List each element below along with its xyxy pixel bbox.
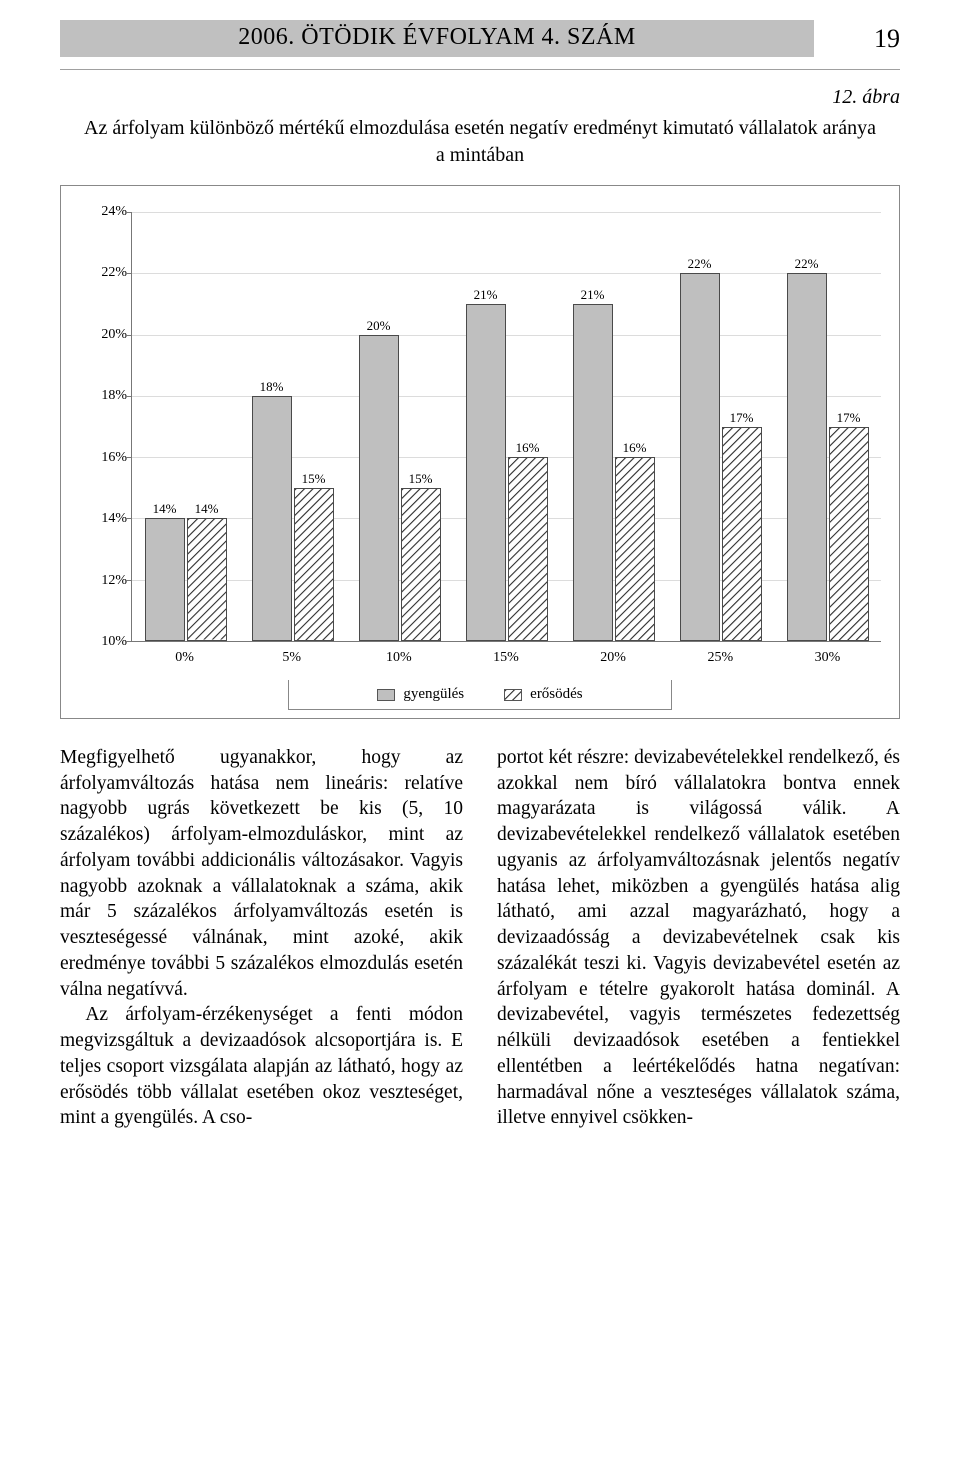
legend-label: erősödés bbox=[530, 686, 583, 703]
bar-value-label: 15% bbox=[302, 471, 326, 487]
bar-erosodes: 17% bbox=[722, 427, 762, 642]
body-col-left: Megfigyelhető ugyanakkor, hogy az árfoly… bbox=[60, 745, 463, 1131]
legend-swatch-hatch bbox=[504, 689, 522, 701]
bar-gyengules: 20% bbox=[359, 335, 399, 641]
x-tick-label: 10% bbox=[345, 646, 452, 666]
plot-area: 14%14%18%15%20%15%21%16%21%16%22%17%22%1… bbox=[131, 212, 881, 642]
bar-group: 20%15% bbox=[346, 212, 453, 641]
bar-group: 14%14% bbox=[132, 212, 239, 641]
paragraph: Megfigyelhető ugyanakkor, hogy az árfoly… bbox=[60, 745, 463, 1002]
bar-gyengules: 22% bbox=[680, 273, 720, 641]
bar-erosodes: 15% bbox=[401, 488, 441, 641]
page-header: 2006. ÖTÖDIK ÉVFOLYAM 4. SZÁM 19 bbox=[60, 20, 900, 57]
y-tick-label: 24% bbox=[101, 204, 127, 220]
bar-group: 22%17% bbox=[667, 212, 774, 641]
bar-value-label: 17% bbox=[837, 410, 861, 426]
bar-erosodes: 16% bbox=[615, 457, 655, 641]
bar-value-label: 18% bbox=[260, 379, 284, 395]
bar-gyengules: 18% bbox=[252, 396, 292, 641]
bar-value-label: 21% bbox=[474, 287, 498, 303]
bar-value-label: 14% bbox=[153, 501, 177, 517]
bar-value-label: 16% bbox=[516, 440, 540, 456]
bar-group: 18%15% bbox=[239, 212, 346, 641]
bar-value-label: 21% bbox=[581, 287, 605, 303]
x-tick-label: 20% bbox=[560, 646, 667, 666]
y-tick bbox=[126, 641, 132, 642]
bar-group: 21%16% bbox=[560, 212, 667, 641]
bar-group: 22%17% bbox=[774, 212, 881, 641]
legend-label: gyengülés bbox=[403, 686, 464, 703]
figure-number: 12. ábra bbox=[60, 86, 900, 109]
x-tick-label: 5% bbox=[238, 646, 345, 666]
bar-erosodes: 16% bbox=[508, 457, 548, 641]
bar-value-label: 14% bbox=[195, 501, 219, 517]
bar-erosodes: 15% bbox=[294, 488, 334, 641]
legend-item-gyengules: gyengülés bbox=[377, 686, 464, 703]
page-number: 19 bbox=[830, 24, 900, 54]
bar-value-label: 20% bbox=[367, 318, 391, 334]
bar-erosodes: 17% bbox=[829, 427, 869, 642]
header-rule bbox=[60, 69, 900, 70]
y-tick-label: 10% bbox=[101, 634, 127, 650]
x-tick-label: 25% bbox=[667, 646, 774, 666]
x-tick-label: 30% bbox=[774, 646, 881, 666]
chart-legend: gyengülés erősödés bbox=[288, 680, 673, 710]
bar-value-label: 22% bbox=[795, 256, 819, 272]
bar-value-label: 22% bbox=[688, 256, 712, 272]
bar-gyengules: 22% bbox=[787, 273, 827, 641]
bar-value-label: 16% bbox=[623, 440, 647, 456]
y-tick-label: 18% bbox=[101, 388, 127, 404]
x-axis: 0%5%10%15%20%25%30% bbox=[131, 646, 881, 666]
bar-erosodes: 14% bbox=[187, 518, 227, 641]
y-tick-label: 22% bbox=[101, 265, 127, 281]
body-text: Megfigyelhető ugyanakkor, hogy az árfoly… bbox=[60, 745, 900, 1131]
x-tick-label: 15% bbox=[452, 646, 559, 666]
y-tick-label: 14% bbox=[101, 511, 127, 527]
x-tick-label: 0% bbox=[131, 646, 238, 666]
y-tick-label: 16% bbox=[101, 450, 127, 466]
bar-gyengules: 14% bbox=[145, 518, 185, 641]
bar-value-label: 15% bbox=[409, 471, 433, 487]
figure-title: Az árfolyam különböző mértékű elmozdulás… bbox=[78, 115, 882, 169]
y-tick-label: 20% bbox=[101, 327, 127, 343]
bar-gyengules: 21% bbox=[466, 304, 506, 641]
paragraph: portot két részre: devizabevételekkel re… bbox=[497, 745, 900, 1131]
bar-value-label: 17% bbox=[730, 410, 754, 426]
paragraph: Az árfolyam-érzékenységet a fenti módon … bbox=[60, 1002, 463, 1131]
legend-swatch-solid bbox=[377, 689, 395, 701]
bar-group: 21%16% bbox=[453, 212, 560, 641]
body-col-right: portot két részre: devizabevételekkel re… bbox=[497, 745, 900, 1131]
bar-chart: 10%12%14%16%18%20%22%24% 14%14%18%15%20%… bbox=[60, 185, 900, 719]
journal-line: 2006. ÖTÖDIK ÉVFOLYAM 4. SZÁM bbox=[60, 20, 814, 57]
legend-item-erosodes: erősödés bbox=[504, 686, 583, 703]
bar-gyengules: 21% bbox=[573, 304, 613, 641]
y-axis: 10%12%14%16%18%20%22%24% bbox=[79, 212, 131, 642]
y-tick-label: 12% bbox=[101, 573, 127, 589]
